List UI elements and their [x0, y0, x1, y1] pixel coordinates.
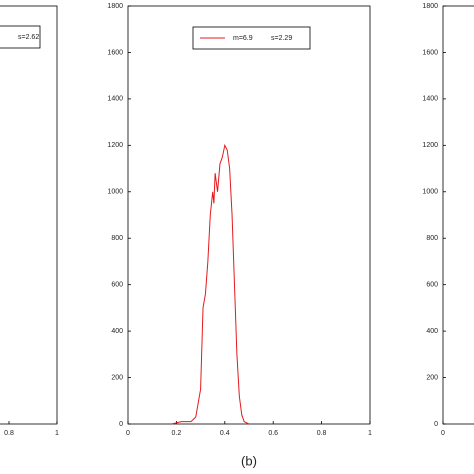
x-tick-label: 0.6 — [268, 430, 278, 437]
axes-box — [0, 5, 58, 425]
axes-box — [127, 5, 371, 425]
x-tick-label: 0.4 — [220, 430, 230, 437]
x-tick-label: 0.2 — [172, 430, 182, 437]
y-tick-label: 400 — [426, 328, 438, 335]
legend-label: s=2.62 — [18, 34, 39, 41]
y-tick-label: 1000 — [422, 189, 438, 196]
y-tick-label: 600 — [426, 282, 438, 289]
y-tick-label: 1800 — [107, 3, 123, 10]
y-tick-label: 400 — [111, 328, 123, 335]
y-tick-label: 1200 — [422, 142, 438, 149]
x-tick-label: 1 — [55, 430, 59, 437]
caption: (b) — [241, 453, 257, 468]
y-tick-label: 600 — [111, 282, 123, 289]
x-tick-label: 0 — [441, 430, 445, 437]
y-tick-label: 200 — [426, 374, 438, 381]
y-tick-label: 1400 — [107, 96, 123, 103]
x-tick-label: 0 — [126, 430, 130, 437]
x-tick-label: 0.8 — [4, 430, 14, 437]
x-tick-label: 0.8 — [317, 430, 327, 437]
y-tick-label: 0 — [119, 421, 123, 428]
y-tick-label: 0 — [434, 421, 438, 428]
y-tick-label: 1000 — [107, 189, 123, 196]
axes-box — [442, 5, 474, 425]
y-tick-label: 1200 — [107, 142, 123, 149]
legend-box — [192, 26, 311, 50]
legend-box — [0, 25, 41, 49]
y-tick-label: 200 — [111, 374, 123, 381]
legend-label: s=2.29 — [271, 35, 292, 42]
y-tick-label: 1800 — [422, 3, 438, 10]
y-tick-label: 800 — [426, 235, 438, 242]
y-tick-label: 1400 — [422, 96, 438, 103]
legend-label: m=6.9 — [233, 35, 253, 42]
data-line — [171, 143, 250, 425]
y-tick-label: 1600 — [422, 49, 438, 56]
x-tick-label: 1 — [368, 430, 372, 437]
y-tick-label: 1600 — [107, 49, 123, 56]
y-tick-label: 800 — [111, 235, 123, 242]
